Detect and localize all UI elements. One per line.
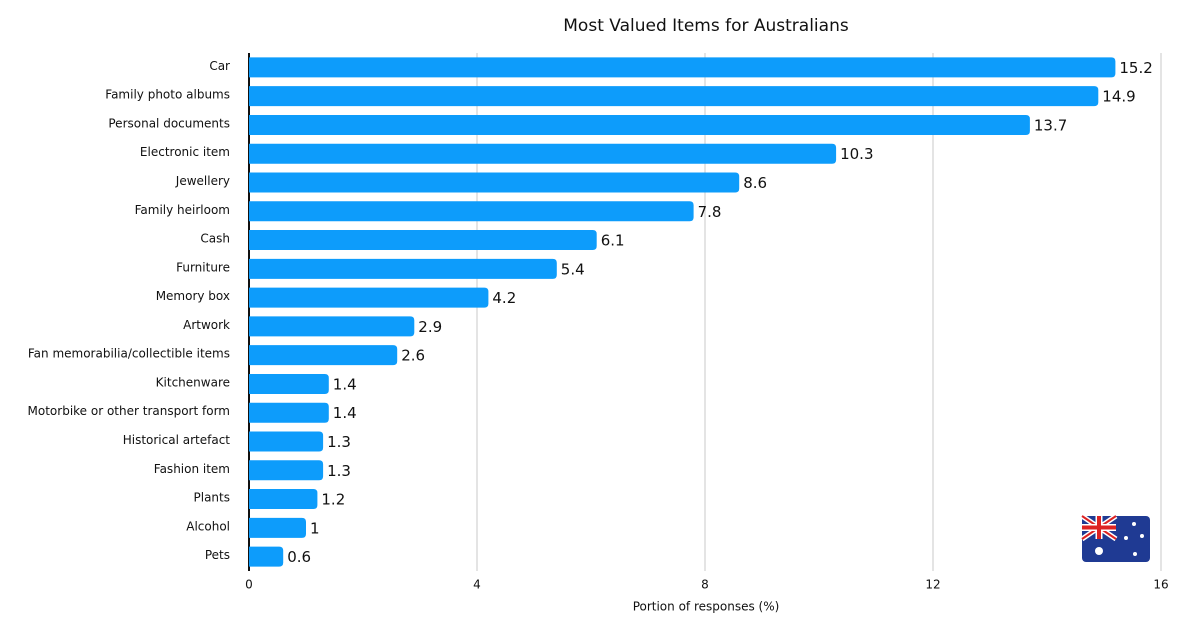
value-label: 5.4 (561, 260, 585, 278)
y-tick-label: Pets (205, 548, 230, 562)
value-label: 7.8 (698, 203, 722, 221)
bar (249, 258, 557, 279)
value-label: 13.7 (1034, 116, 1067, 134)
flag-cross-red (1082, 516, 1116, 539)
flag-star (1132, 522, 1136, 526)
bar (249, 57, 1116, 78)
bar (249, 143, 837, 164)
bar (249, 489, 318, 510)
y-tick-label: Family heirloom (135, 203, 230, 217)
bar (249, 402, 329, 423)
y-tick-label: Personal documents (108, 116, 230, 130)
x-axis-label: Portion of responses (%) (633, 600, 780, 614)
y-tick-label: Motorbike or other transport form (28, 404, 230, 418)
flag-star (1140, 534, 1144, 538)
y-tick-label: Alcohol (186, 519, 230, 533)
bar (249, 546, 284, 567)
flag-star (1124, 536, 1128, 540)
chart-title: Most Valued Items for Australians (563, 16, 849, 36)
bar (249, 201, 694, 222)
bar (249, 316, 415, 337)
y-tick-label: Cash (200, 232, 230, 246)
bar (249, 172, 740, 193)
value-label: 2.9 (418, 318, 442, 336)
value-label: 1.4 (333, 375, 357, 393)
bar (249, 431, 324, 452)
value-label: 1.2 (321, 491, 345, 509)
y-tick-label: Historical artefact (123, 433, 231, 447)
bar (249, 460, 324, 481)
y-tick-label: Fan memorabilia/collectible items (28, 347, 230, 361)
x-tick-label: 8 (701, 578, 709, 592)
value-label: 8.6 (743, 174, 767, 192)
x-tick-label: 4 (473, 578, 481, 592)
flag-star (1095, 547, 1103, 555)
bar (249, 517, 306, 538)
y-tick-label: Plants (194, 491, 231, 505)
value-label: 2.6 (401, 347, 425, 365)
y-tick-label: Memory box (156, 289, 230, 303)
bar (249, 345, 398, 366)
value-label: 14.9 (1102, 88, 1135, 106)
y-tick-label: Family photo albums (105, 88, 230, 102)
y-tick-label: Jewellery (175, 174, 230, 188)
x-tick-label: 16 (1153, 578, 1168, 592)
value-label: 10.3 (840, 145, 873, 163)
y-tick-label: Kitchenware (156, 375, 230, 389)
value-label: 15.2 (1119, 59, 1152, 77)
x-tick-label: 12 (925, 578, 940, 592)
x-tick-label: 0 (245, 578, 253, 592)
y-tick-label: Furniture (176, 260, 230, 274)
bar (249, 373, 329, 394)
value-label: 1.4 (333, 404, 357, 422)
flag (1080, 513, 1150, 562)
value-label: 6.1 (601, 232, 625, 250)
value-label: 1 (310, 519, 320, 537)
bar (249, 86, 1099, 107)
value-label: 1.3 (327, 462, 351, 480)
value-label: 0.6 (287, 548, 311, 566)
flag-star (1133, 552, 1137, 556)
y-tick-label: Fashion item (154, 462, 230, 476)
bar (249, 114, 1030, 135)
bar (249, 230, 597, 251)
value-label: 1.3 (327, 433, 351, 451)
value-label: 4.2 (492, 289, 516, 307)
y-tick-label: Electronic item (140, 145, 230, 159)
y-tick-label: Artwork (183, 318, 230, 332)
y-tick-label: Car (209, 59, 230, 73)
bar (249, 287, 489, 308)
